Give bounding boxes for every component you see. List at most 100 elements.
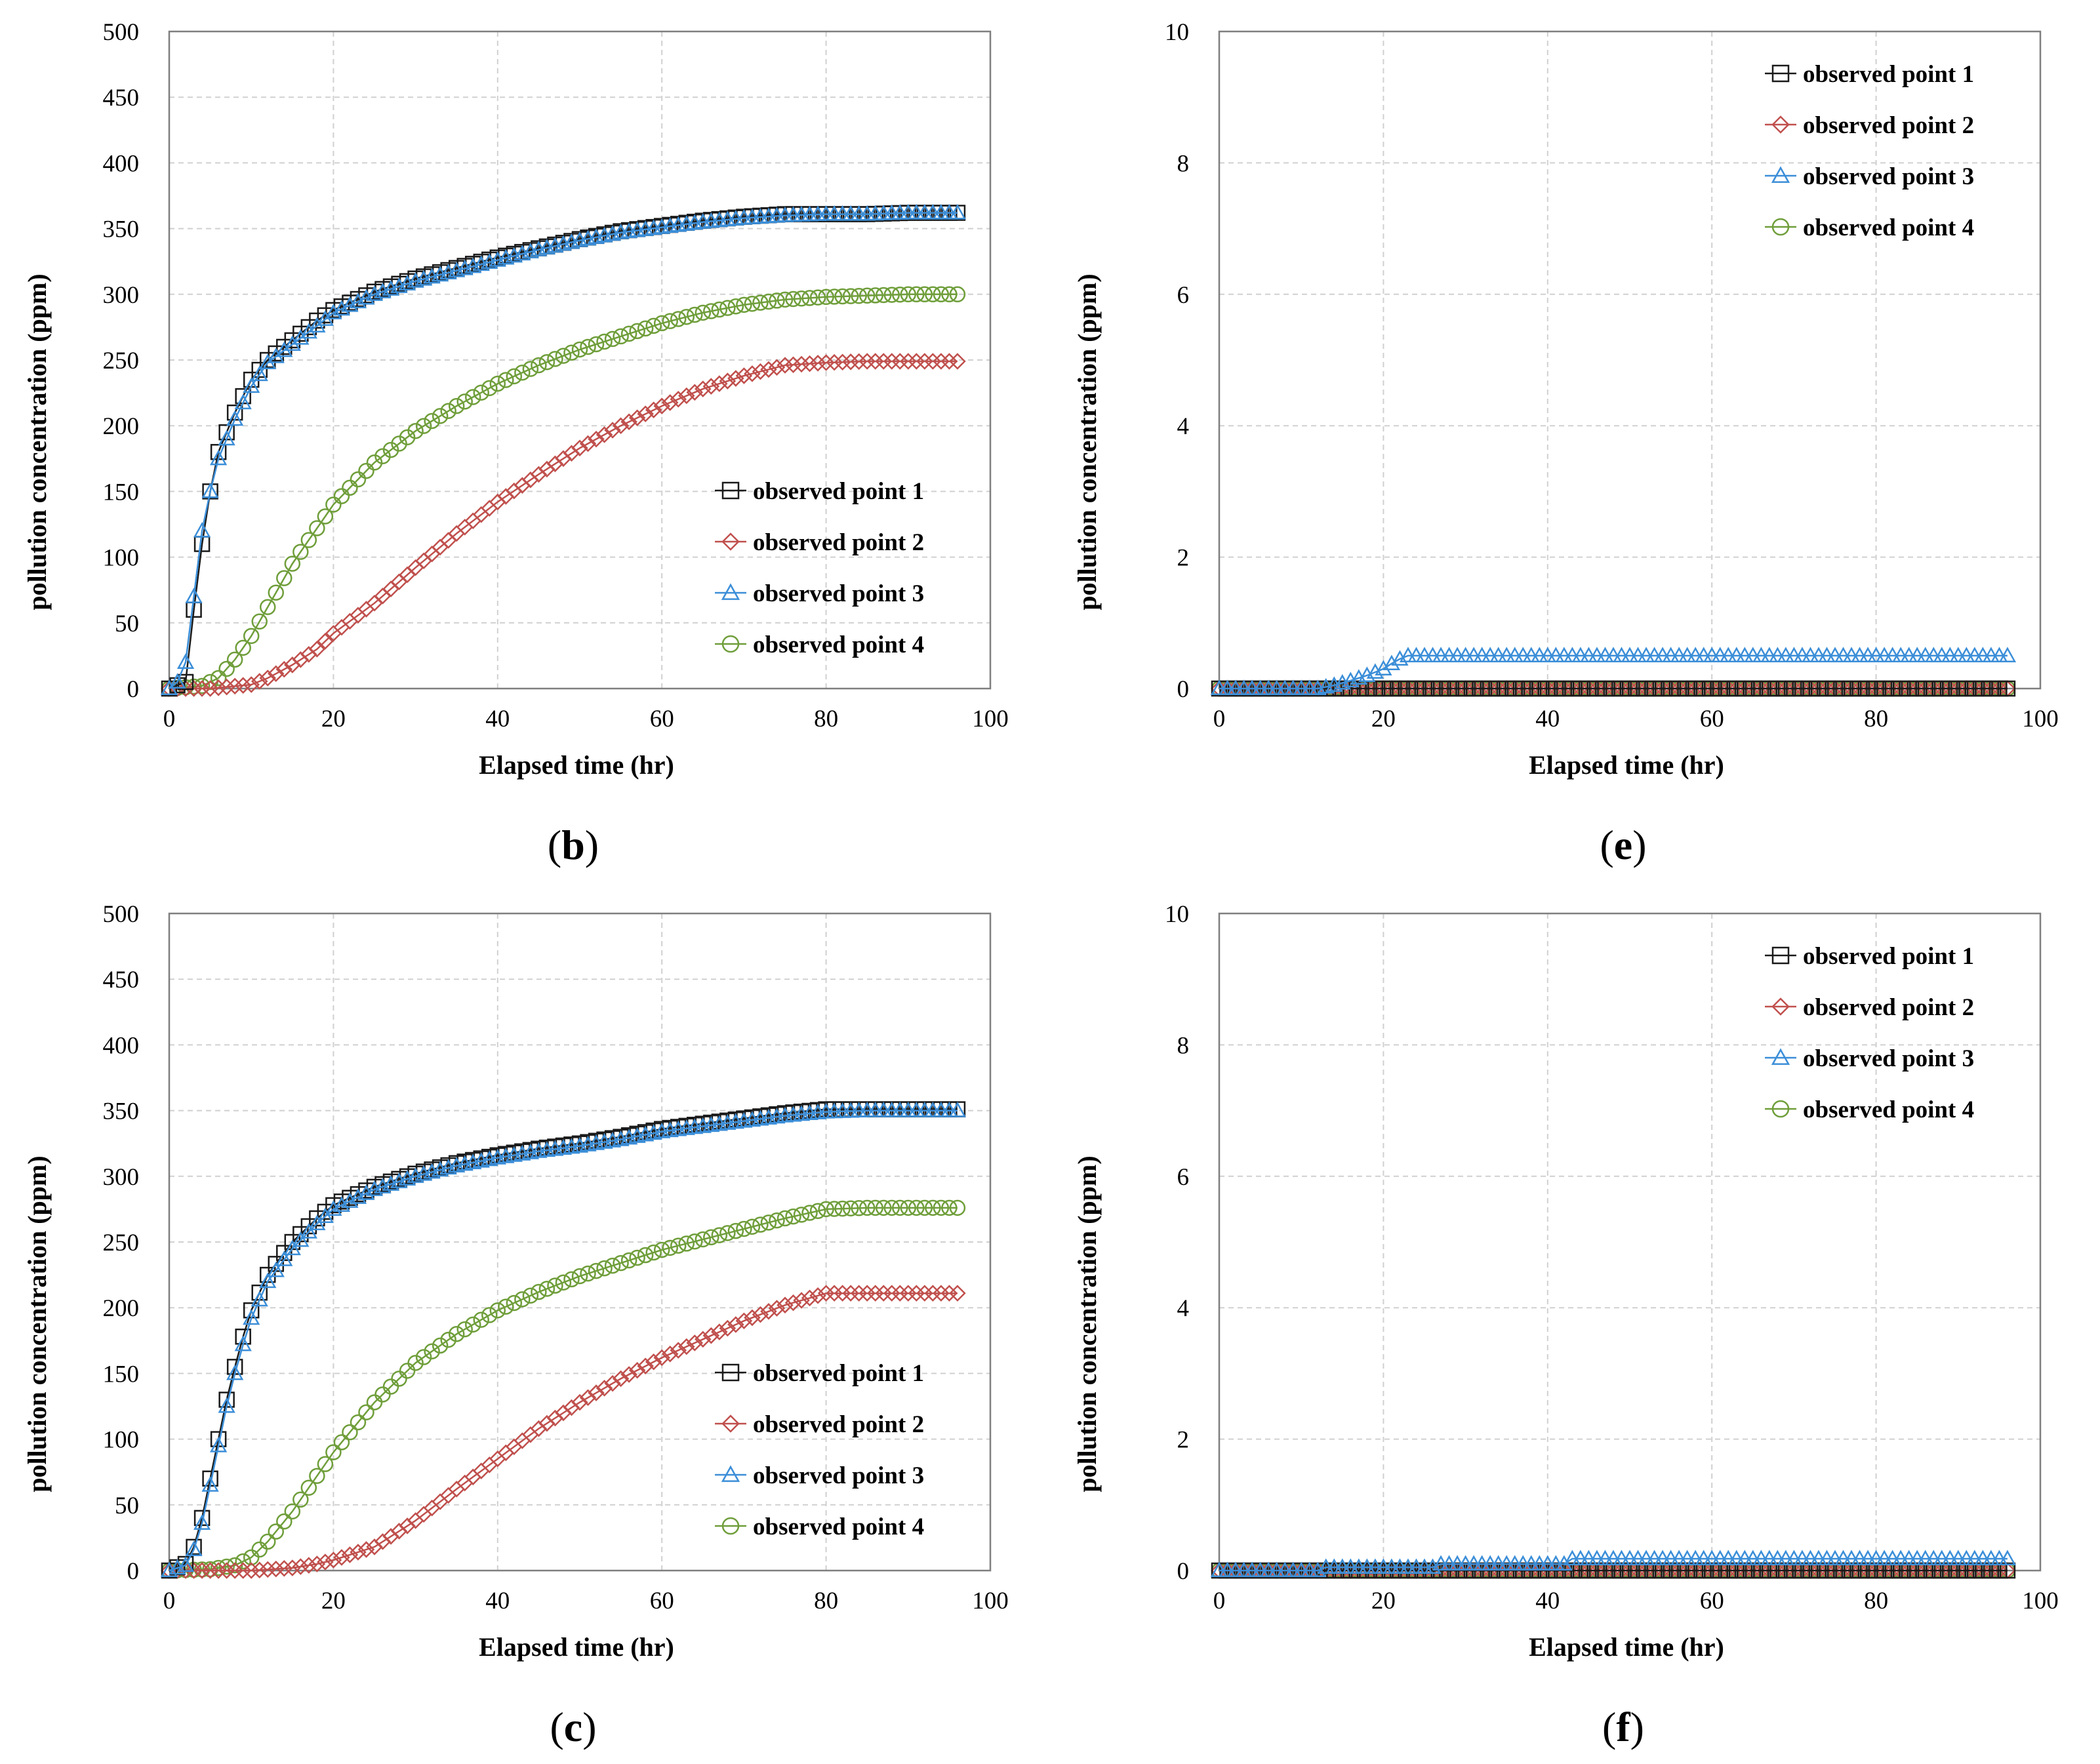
data-point-b-4 <box>687 306 703 323</box>
data-point-c-4 <box>218 1558 235 1575</box>
data-point-e-3 <box>1464 647 1483 662</box>
data-point-e-1 <box>1646 680 1663 697</box>
y-tick-label-b: 500 <box>103 19 140 46</box>
data-point-e-3 <box>1851 647 1868 662</box>
series-b-3 <box>160 203 967 696</box>
data-point-b-2 <box>686 384 704 401</box>
data-point-f-3 <box>1670 1550 1688 1566</box>
data-point-c-2 <box>661 1345 679 1363</box>
x-tick-label-c: 60 <box>650 1588 674 1614</box>
data-point-e-3 <box>1982 647 2000 662</box>
data-point-e-1 <box>1695 680 1712 697</box>
data-point-f-3 <box>1629 1550 1647 1566</box>
data-point-f-3 <box>1564 1550 1581 1566</box>
data-point-f-3 <box>1711 1550 1729 1566</box>
chart-f-svg: 0 20 40 60 80 100 0 2 4 6 8 10 observed point 1 obser… <box>1072 901 2059 1750</box>
data-point-e-3 <box>1653 647 1672 662</box>
data-point-c-4 <box>793 1207 810 1223</box>
legend-label-b-3: observed point 3 <box>753 580 924 607</box>
data-point-e-1 <box>1933 680 1950 697</box>
data-point-b-4 <box>382 441 399 458</box>
data-point-b-2 <box>777 357 794 374</box>
data-point-f-1 <box>1375 1562 1392 1579</box>
data-point-b-3 <box>333 300 351 316</box>
data-point-c-4 <box>342 1424 358 1441</box>
data-point-b-2 <box>711 375 728 392</box>
data-point-b-4 <box>900 286 917 303</box>
data-point-e-3 <box>1777 647 1795 662</box>
legend-marker-f-2 <box>1771 997 1790 1016</box>
data-point-c-3 <box>875 1102 893 1117</box>
data-point-b-4 <box>350 471 367 488</box>
data-point-e-3 <box>1399 647 1417 662</box>
data-point-b-2 <box>850 353 868 371</box>
data-point-c-4 <box>276 1513 293 1530</box>
data-point-e-1 <box>1753 680 1769 697</box>
data-point-e-3 <box>1720 647 1737 662</box>
data-point-e-1 <box>1638 680 1655 697</box>
data-point-c-3 <box>899 1102 917 1117</box>
data-point-b-2 <box>308 641 326 658</box>
data-point-f-1 <box>1950 1562 1967 1579</box>
data-point-c-2 <box>760 1303 777 1320</box>
data-point-e-1 <box>1506 680 1523 697</box>
data-point-c-4 <box>571 1268 588 1285</box>
data-point-e-1 <box>1835 680 1851 697</box>
data-point-c-4 <box>941 1199 958 1216</box>
data-point-c-4 <box>489 1302 506 1319</box>
data-point-e-1 <box>1703 680 1720 697</box>
data-point-f-3 <box>1752 1550 1770 1566</box>
data-point-e-1 <box>1917 680 1933 697</box>
data-point-c-4 <box>900 1199 917 1216</box>
data-point-f-3 <box>1925 1550 1943 1566</box>
data-point-f-3 <box>1407 1558 1425 1574</box>
data-point-f-3 <box>1916 1550 1934 1566</box>
data-point-e-1 <box>1687 680 1704 697</box>
data-point-f-3 <box>1555 1555 1573 1571</box>
data-point-e-1 <box>1901 680 1917 697</box>
legend-label-f-1: observed point 1 <box>1803 943 1974 970</box>
data-point-b-4 <box>555 348 572 364</box>
data-point-c-2 <box>793 1292 810 1309</box>
data-point-b-2 <box>924 353 942 370</box>
data-point-b-4 <box>464 389 481 405</box>
data-point-b-4 <box>259 599 276 616</box>
data-point-f-3 <box>1350 1558 1367 1574</box>
data-point-b-3 <box>834 205 851 221</box>
chart-c-svg: 0 20 40 60 80 100 0 50 100 150 200 250 300 350 400 450 5… <box>22 901 1009 1750</box>
data-point-c-2 <box>325 1552 342 1569</box>
data-point-b-4 <box>243 628 260 645</box>
legend-label-e-4: observed point 4 <box>1803 214 1974 241</box>
data-point-c-4 <box>875 1199 892 1216</box>
data-point-c-2 <box>628 1361 646 1379</box>
data-point-c-1 <box>736 1110 752 1127</box>
data-point-b-4 <box>547 351 563 367</box>
data-point-c-2 <box>226 1562 243 1579</box>
data-point-c-2 <box>891 1285 909 1302</box>
data-point-e-3 <box>1571 647 1590 662</box>
x-tick-label-e: 40 <box>1535 706 1560 732</box>
data-point-b-1 <box>317 307 334 324</box>
data-point-b-2 <box>275 660 293 678</box>
data-point-c-1 <box>547 1138 563 1155</box>
data-point-c-2 <box>900 1285 917 1302</box>
data-point-b-2 <box>661 394 679 411</box>
data-point-c-4 <box>432 1337 449 1354</box>
data-point-f-3 <box>1457 1555 1474 1571</box>
x-tick-label-b: 40 <box>485 706 510 732</box>
y-tick-label-f: 4 <box>1177 1295 1190 1322</box>
plot-area-f <box>1219 913 2040 1571</box>
data-point-c-2 <box>933 1285 950 1302</box>
data-point-b-4 <box>760 293 777 310</box>
data-point-e-3 <box>1531 647 1548 662</box>
data-point-f-3 <box>1736 1550 1754 1566</box>
data-point-e-3 <box>1424 647 1442 662</box>
data-point-c-4 <box>818 1201 834 1218</box>
data-point-c-4 <box>727 1222 744 1239</box>
data-point-f-3 <box>1884 1550 1901 1566</box>
data-point-b-4 <box>867 287 883 304</box>
data-point-b-2 <box>719 372 737 390</box>
legend-marker-c-3 <box>721 1465 740 1482</box>
data-point-b-4 <box>662 313 678 329</box>
data-point-c-2 <box>784 1294 802 1312</box>
